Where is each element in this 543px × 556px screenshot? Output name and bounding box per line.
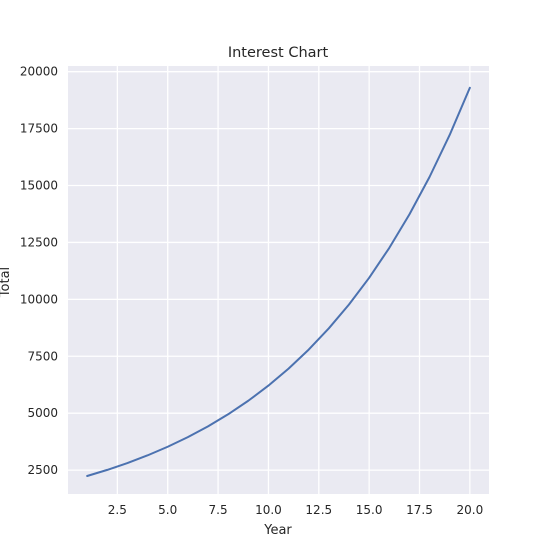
x-tick-label: 12.5: [305, 503, 332, 517]
y-tick-labels: 2500 5000 7500 10000 12500 15000 17500 20000: [20, 65, 58, 477]
chart-title: Interest Chart: [228, 45, 329, 61]
y-axis-label: Total: [0, 267, 13, 298]
x-tick-label: 20.0: [457, 503, 484, 517]
y-tick-label: 12500: [20, 235, 58, 249]
x-tick-label: 10.0: [255, 503, 282, 517]
y-tick-label: 17500: [20, 122, 58, 136]
y-tick-label: 7500: [27, 349, 58, 363]
x-axis-label: Year: [263, 523, 292, 538]
x-tick-label: 2.5: [108, 503, 127, 517]
y-tick-label: 2500: [27, 463, 58, 477]
series-line: [86, 86, 471, 478]
x-tick-labels: 2.5 5.0 7.5 10.0 12.5 15.0 17.5 20.0: [108, 503, 483, 517]
y-tick-label: 5000: [27, 406, 58, 420]
y-tick-label: 15000: [20, 179, 58, 193]
x-tick-label: 5.0: [158, 503, 177, 517]
series-group: [86, 86, 471, 478]
grid-lines: [68, 66, 489, 494]
x-tick-label: 7.5: [209, 503, 228, 517]
plot-background: [68, 66, 489, 494]
x-tick-label: 17.5: [406, 503, 433, 517]
y-tick-label: 20000: [20, 65, 58, 79]
x-tick-label: 15.0: [356, 503, 383, 517]
y-tick-label: 10000: [20, 292, 58, 306]
